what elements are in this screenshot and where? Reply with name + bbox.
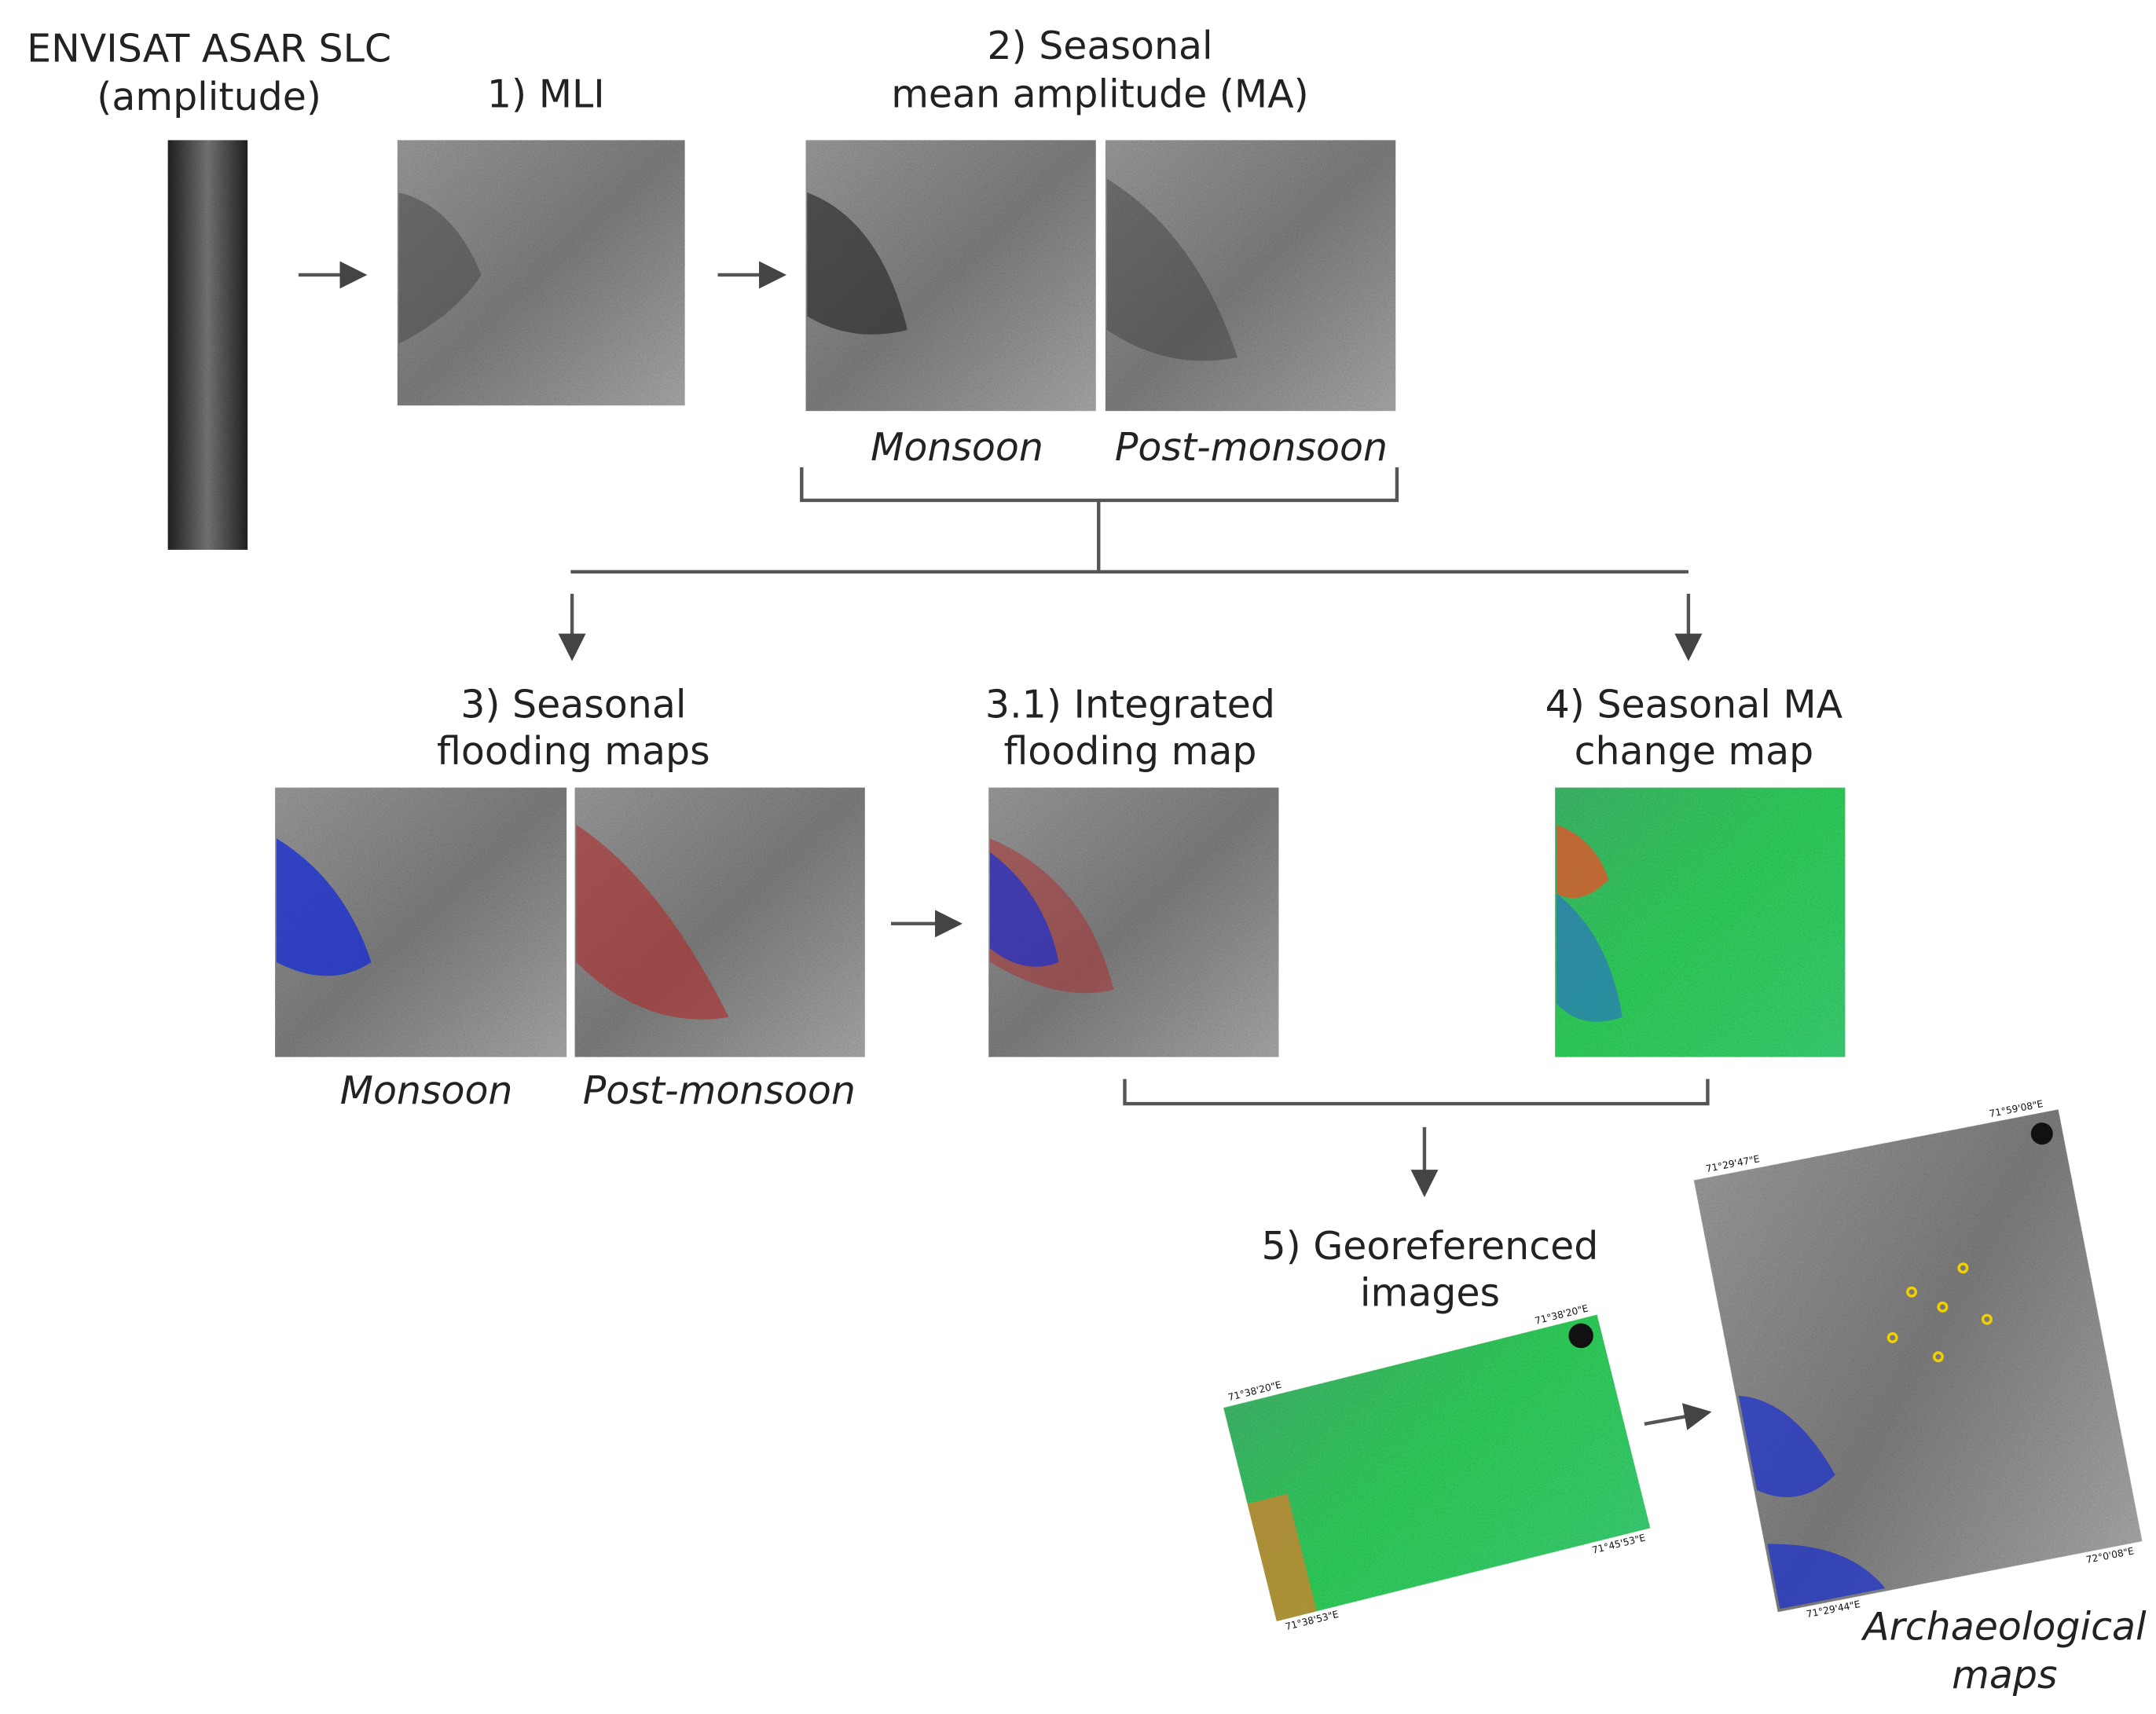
flood-title: 3) Seasonal bbox=[460, 682, 686, 727]
connector bbox=[570, 467, 1688, 574]
change-image bbox=[1555, 787, 1846, 1057]
geo-subtitle: images bbox=[1360, 1270, 1500, 1315]
flood-monsoon-image bbox=[275, 787, 567, 1057]
arch-subtitle: maps bbox=[1952, 1653, 2057, 1698]
arch-title: Archaeological bbox=[1861, 1605, 2147, 1650]
integrated-title: 3.1) Integrated bbox=[985, 682, 1275, 727]
mli-image bbox=[397, 140, 685, 406]
caption: Monsoon bbox=[871, 425, 1043, 470]
change-title: 4) Seasonal MA bbox=[1546, 682, 1843, 727]
caption: Post-monsoon bbox=[1115, 425, 1388, 470]
caption: Post-monsoon bbox=[583, 1068, 856, 1113]
slc-strip bbox=[167, 140, 248, 550]
arch-image: 71°29'47"E 71°59'08"E 72°0'08"E 71°29'44… bbox=[1693, 1098, 2143, 1620]
arrow bbox=[1644, 1403, 1712, 1430]
source-subtitle: (amplitude) bbox=[97, 75, 321, 119]
ma-subtitle: mean amplitude (MA) bbox=[891, 71, 1309, 116]
integrated-subtitle: flooding map bbox=[1003, 729, 1256, 774]
geo-image: 71°38'20"E 71°38'20"E 71°45'53"E 71°38'5… bbox=[1223, 1302, 1651, 1632]
caption: Monsoon bbox=[340, 1068, 513, 1113]
flood-postmonsoon-image bbox=[574, 787, 865, 1057]
change-subtitle: change map bbox=[1575, 729, 1814, 774]
integrated-image bbox=[988, 787, 1279, 1057]
connector bbox=[1123, 1079, 1710, 1106]
mli-title: 1) MLI bbox=[487, 71, 605, 116]
ma-postmonsoon-image bbox=[1105, 140, 1396, 412]
ma-title: 2) Seasonal bbox=[987, 24, 1212, 68]
source-title: ENVISAT ASAR SLC bbox=[27, 27, 391, 71]
ma-monsoon-image bbox=[805, 140, 1096, 412]
flood-subtitle: flooding maps bbox=[437, 729, 710, 774]
geo-title: 5) Georeferenced bbox=[1261, 1224, 1598, 1269]
